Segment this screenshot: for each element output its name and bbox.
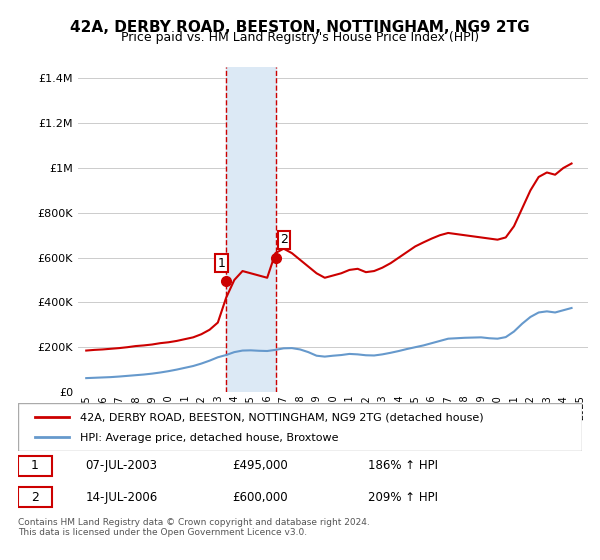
Text: HPI: Average price, detached house, Broxtowe: HPI: Average price, detached house, Brox…: [80, 433, 338, 444]
Text: 1: 1: [31, 459, 39, 473]
Bar: [226, 67, 276, 392]
FancyBboxPatch shape: [18, 487, 52, 507]
Text: £495,000: £495,000: [232, 459, 288, 473]
Text: 2: 2: [31, 491, 39, 504]
Text: 42A, DERBY ROAD, BEESTON, NOTTINGHAM, NG9 2TG (detached house): 42A, DERBY ROAD, BEESTON, NOTTINGHAM, NG…: [80, 413, 484, 422]
Text: Contains HM Land Registry data © Crown copyright and database right 2024.
This d: Contains HM Land Registry data © Crown c…: [18, 518, 370, 538]
Text: 42A, DERBY ROAD, BEESTON, NOTTINGHAM, NG9 2TG: 42A, DERBY ROAD, BEESTON, NOTTINGHAM, NG…: [70, 20, 530, 35]
Text: 209% ↑ HPI: 209% ↑ HPI: [368, 491, 437, 504]
Text: 07-JUL-2003: 07-JUL-2003: [86, 459, 158, 473]
Text: Price paid vs. HM Land Registry's House Price Index (HPI): Price paid vs. HM Land Registry's House …: [121, 31, 479, 44]
Text: 186% ↑ HPI: 186% ↑ HPI: [368, 459, 437, 473]
Text: £600,000: £600,000: [232, 491, 288, 504]
FancyBboxPatch shape: [18, 403, 582, 451]
Text: 2: 2: [280, 233, 288, 246]
FancyBboxPatch shape: [18, 456, 52, 476]
Text: 14-JUL-2006: 14-JUL-2006: [86, 491, 158, 504]
Text: 1: 1: [218, 256, 226, 270]
